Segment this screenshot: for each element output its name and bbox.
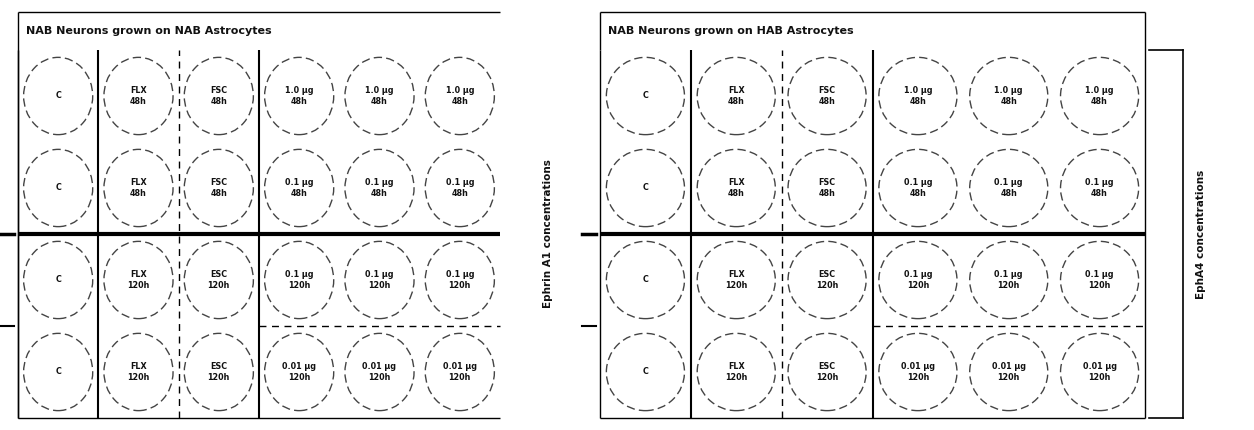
- Text: FSC
48h: FSC 48h: [819, 86, 835, 106]
- Text: 0.01 μg
120h: 0.01 μg 120h: [992, 362, 1026, 382]
- Text: C: C: [55, 276, 61, 285]
- Text: 0.01 μg
120h: 0.01 μg 120h: [362, 362, 396, 382]
- Text: ESC
120h: ESC 120h: [208, 362, 229, 382]
- Text: ESC
120h: ESC 120h: [816, 362, 838, 382]
- Text: FLX
48h: FLX 48h: [727, 86, 745, 106]
- Text: FLX
120h: FLX 120h: [128, 270, 149, 290]
- Text: C: C: [55, 368, 61, 377]
- Text: 0.01 μg
120h: 0.01 μg 120h: [900, 362, 935, 382]
- Text: FLX
120h: FLX 120h: [725, 362, 747, 382]
- Text: 0.1 μg
48h: 0.1 μg 48h: [904, 178, 932, 198]
- Text: FLX
48h: FLX 48h: [727, 178, 745, 198]
- Text: 0.1 μg
120h: 0.1 μg 120h: [285, 270, 314, 290]
- Text: ESC
120h: ESC 120h: [208, 270, 229, 290]
- Text: FLX
48h: FLX 48h: [130, 178, 147, 198]
- Text: C: C: [642, 276, 648, 285]
- Text: C: C: [642, 92, 648, 101]
- Text: 0.1 μg
48h: 0.1 μg 48h: [445, 178, 474, 198]
- Text: 0.1 μg
48h: 0.1 μg 48h: [285, 178, 314, 198]
- Text: 1.0 μg
48h: 1.0 μg 48h: [285, 86, 314, 106]
- Text: FSC
48h: FSC 48h: [211, 86, 227, 106]
- Text: 0.1 μg
48h: 0.1 μg 48h: [365, 178, 394, 198]
- Text: 1.0 μg
48h: 1.0 μg 48h: [904, 86, 932, 106]
- Text: Ephrin A1 concentrations: Ephrin A1 concentrations: [543, 160, 553, 308]
- Text: EphA4 concentrations: EphA4 concentrations: [1196, 169, 1206, 298]
- Text: 1.0 μg
48h: 1.0 μg 48h: [1085, 86, 1114, 106]
- Text: 0.1 μg
120h: 0.1 μg 120h: [365, 270, 394, 290]
- Text: NAB Neurons grown on HAB Astrocytes: NAB Neurons grown on HAB Astrocytes: [608, 26, 854, 36]
- Text: 1.0 μg
48h: 1.0 μg 48h: [994, 86, 1023, 106]
- Text: 0.1 μg
120h: 0.1 μg 120h: [445, 270, 474, 290]
- Text: C: C: [642, 368, 648, 377]
- Text: FLX
120h: FLX 120h: [128, 362, 149, 382]
- Text: 0.1 μg
120h: 0.1 μg 120h: [1085, 270, 1114, 290]
- Text: FLX
48h: FLX 48h: [130, 86, 147, 106]
- Text: C: C: [55, 92, 61, 101]
- Text: FSC
48h: FSC 48h: [819, 178, 835, 198]
- Text: NAB Neurons grown on NAB Astrocytes: NAB Neurons grown on NAB Astrocytes: [26, 26, 272, 36]
- Text: C: C: [642, 184, 648, 193]
- Text: 1.0 μg
48h: 1.0 μg 48h: [365, 86, 394, 106]
- Text: 0.01 μg
120h: 0.01 μg 120h: [282, 362, 316, 382]
- Text: ESC
120h: ESC 120h: [816, 270, 838, 290]
- Text: 0.01 μg
120h: 0.01 μg 120h: [1082, 362, 1116, 382]
- Text: 0.1 μg
120h: 0.1 μg 120h: [994, 270, 1023, 290]
- Text: 0.01 μg
120h: 0.01 μg 120h: [443, 362, 477, 382]
- Text: 0.1 μg
120h: 0.1 μg 120h: [904, 270, 932, 290]
- Text: 0.1 μg
48h: 0.1 μg 48h: [994, 178, 1023, 198]
- Text: 0.1 μg
48h: 0.1 μg 48h: [1085, 178, 1114, 198]
- Text: FSC
48h: FSC 48h: [211, 178, 227, 198]
- Text: C: C: [55, 184, 61, 193]
- Text: 1.0 μg
48h: 1.0 μg 48h: [445, 86, 474, 106]
- Text: FLX
120h: FLX 120h: [725, 270, 747, 290]
